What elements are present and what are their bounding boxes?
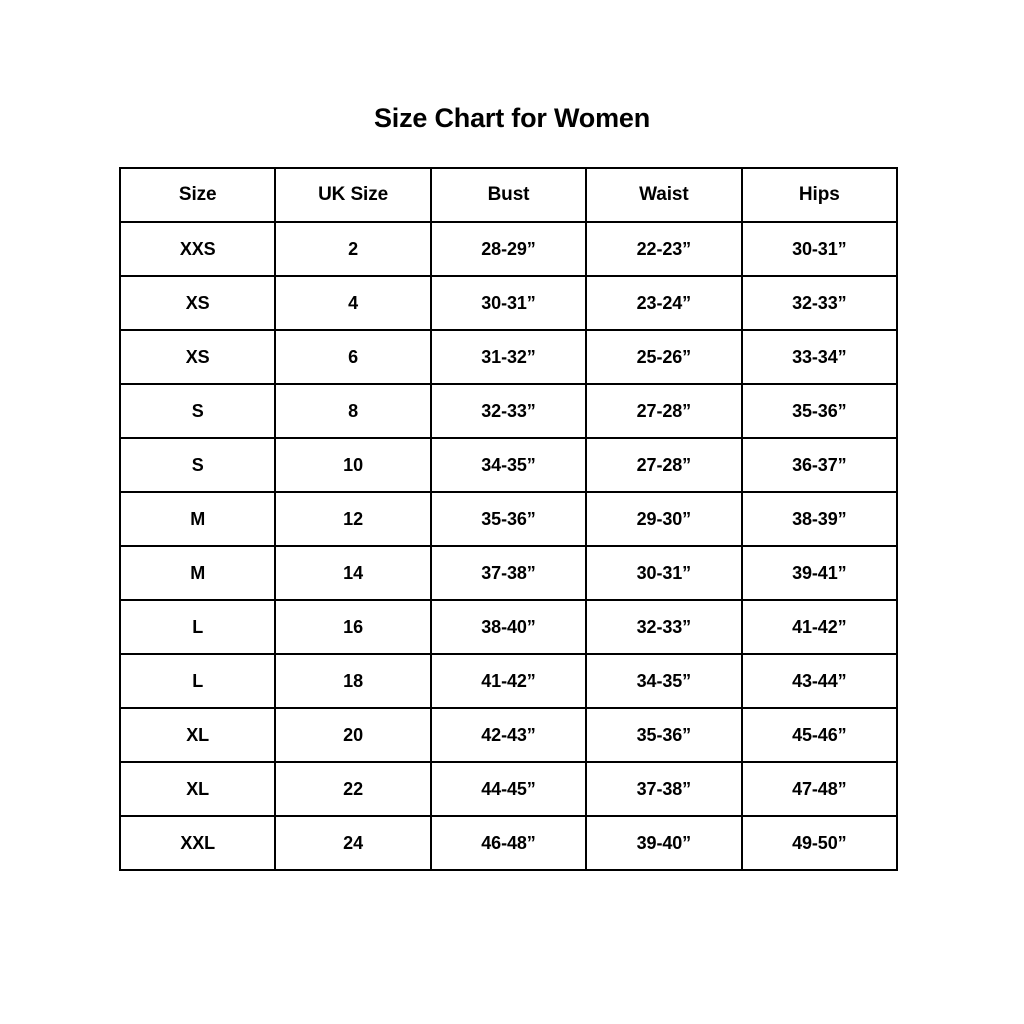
table-row: S 10 34-35” 27-28” 36-37” — [118, 437, 899, 493]
cell-waist: 32-33” — [585, 599, 743, 655]
cell-waist: 37-38” — [585, 761, 743, 817]
cell-size: S — [118, 437, 277, 493]
cell-size: L — [118, 653, 277, 709]
cell-hips: 49-50” — [740, 815, 899, 871]
cell-size: L — [118, 599, 277, 655]
cell-bust: 34-35” — [429, 437, 588, 493]
cell-waist: 23-24” — [585, 275, 743, 331]
cell-size: S — [118, 383, 277, 439]
column-header-size: Size — [118, 167, 277, 223]
cell-uk-size: 16 — [274, 599, 432, 655]
cell-size: XXS — [118, 221, 277, 277]
cell-waist: 30-31” — [585, 545, 743, 601]
cell-hips: 45-46” — [740, 707, 899, 763]
cell-waist: 22-23” — [585, 221, 743, 277]
cell-hips: 32-33” — [740, 275, 899, 331]
cell-size: M — [118, 545, 277, 601]
cell-bust: 31-32” — [429, 329, 588, 385]
table-header-row: Size UK Size Bust Waist Hips — [118, 167, 899, 223]
cell-size: XXL — [118, 815, 277, 871]
cell-hips: 47-48” — [740, 761, 899, 817]
table-row: M 12 35-36” 29-30” 38-39” — [118, 491, 899, 547]
cell-waist: 34-35” — [585, 653, 743, 709]
cell-uk-size: 10 — [274, 437, 432, 493]
table-row: M 14 37-38” 30-31” 39-41” — [118, 545, 899, 601]
table-body: XXS 2 28-29” 22-23” 30-31” XS 4 30-31” 23-24” 32-… — [118, 221, 899, 871]
column-header-waist: Waist — [585, 167, 743, 223]
cell-bust: 37-38” — [429, 545, 588, 601]
cell-uk-size: 12 — [274, 491, 432, 547]
table-row: S 8 32-33” 27-28” 35-36” — [118, 383, 899, 439]
cell-uk-size: 14 — [274, 545, 432, 601]
cell-waist: 39-40” — [585, 815, 743, 871]
column-header-uk-size: UK Size — [274, 167, 432, 223]
cell-bust: 46-48” — [429, 815, 588, 871]
cell-bust: 42-43” — [429, 707, 588, 763]
cell-hips: 39-41” — [740, 545, 899, 601]
cell-uk-size: 24 — [274, 815, 432, 871]
cell-waist: 27-28” — [585, 437, 743, 493]
cell-bust: 44-45” — [429, 761, 588, 817]
table-row: XXS 2 28-29” 22-23” 30-31” — [118, 221, 899, 277]
cell-hips: 30-31” — [740, 221, 899, 277]
cell-uk-size: 18 — [274, 653, 432, 709]
cell-bust: 38-40” — [429, 599, 588, 655]
table-row: XL 20 42-43” 35-36” 45-46” — [118, 707, 899, 763]
cell-bust: 35-36” — [429, 491, 588, 547]
cell-waist: 27-28” — [585, 383, 743, 439]
cell-size: M — [118, 491, 277, 547]
table-row: L 16 38-40” 32-33” 41-42” — [118, 599, 899, 655]
table-row: XS 4 30-31” 23-24” 32-33” — [118, 275, 899, 331]
page-title: Size Chart for Women — [373, 103, 651, 133]
cell-hips: 36-37” — [740, 437, 899, 493]
table-row: XS 6 31-32” 25-26” 33-34” — [118, 329, 899, 385]
cell-waist: 25-26” — [585, 329, 743, 385]
cell-size: XS — [118, 275, 277, 331]
cell-waist: 29-30” — [585, 491, 743, 547]
cell-hips: 38-39” — [740, 491, 899, 547]
cell-uk-size: 20 — [274, 707, 432, 763]
cell-uk-size: 2 — [274, 221, 432, 277]
size-chart-table: Size UK Size Bust Waist Hips XXS 2 28-29” 22-23… — [118, 167, 899, 871]
cell-bust: 32-33” — [429, 383, 588, 439]
cell-hips: 43-44” — [740, 653, 899, 709]
table-row: XL 22 44-45” 37-38” 47-48” — [118, 761, 899, 817]
cell-uk-size: 6 — [274, 329, 432, 385]
cell-hips: 41-42” — [740, 599, 899, 655]
cell-bust: 41-42” — [429, 653, 588, 709]
column-header-bust: Bust — [429, 167, 588, 223]
table-row: XXL 24 46-48” 39-40” 49-50” — [118, 815, 899, 871]
cell-uk-size: 22 — [274, 761, 432, 817]
cell-size: XS — [118, 329, 277, 385]
cell-hips: 35-36” — [740, 383, 899, 439]
cell-uk-size: 8 — [274, 383, 432, 439]
table-row: L 18 41-42” 34-35” 43-44” — [118, 653, 899, 709]
cell-size: XL — [118, 761, 277, 817]
cell-size: XL — [118, 707, 277, 763]
cell-waist: 35-36” — [585, 707, 743, 763]
cell-uk-size: 4 — [274, 275, 432, 331]
cell-bust: 30-31” — [429, 275, 588, 331]
cell-bust: 28-29” — [429, 221, 588, 277]
cell-hips: 33-34” — [740, 329, 899, 385]
column-header-hips: Hips — [740, 167, 899, 223]
